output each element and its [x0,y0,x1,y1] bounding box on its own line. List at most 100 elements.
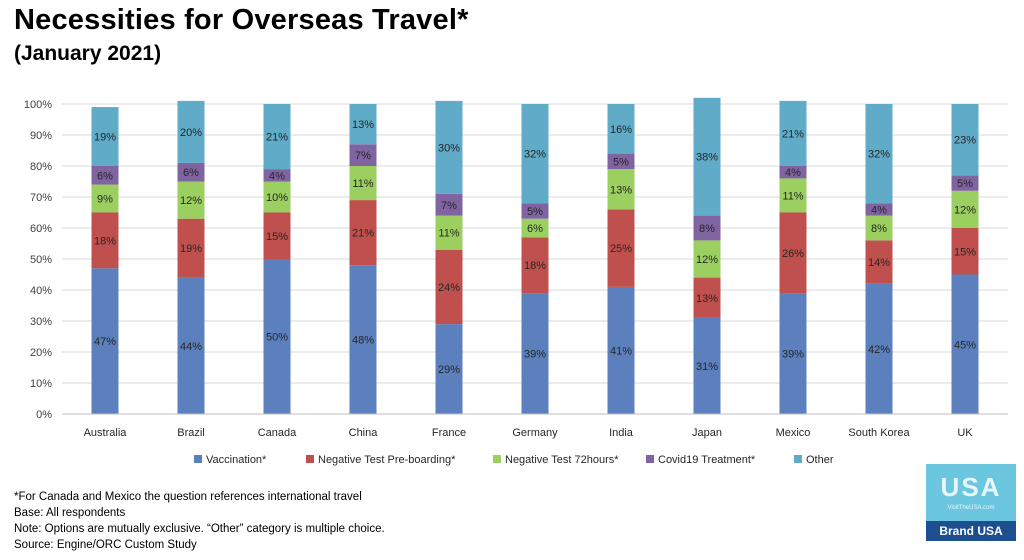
y-tick-label: 10% [30,378,52,390]
y-tick-label: 60% [30,223,52,235]
legend-label: Vaccination* [206,454,267,466]
data-label: 6% [527,223,543,235]
legend-label: Negative Test Pre-boarding* [318,454,456,466]
y-tick-label: 30% [30,316,52,328]
footnote-line: Source: Engine/ORC Custom Study [14,539,197,551]
y-tick-label: 20% [30,347,52,359]
data-label: 11% [438,228,459,240]
data-label: 39% [782,349,804,361]
data-label: 14% [868,257,890,269]
data-label: 24% [438,282,460,294]
y-tick-label: 40% [30,285,52,297]
x-tick-label: Germany [512,427,558,439]
data-label: 21% [352,228,374,240]
data-label: 4% [269,170,285,182]
data-label: 11% [352,178,373,190]
bar-segment [263,259,291,414]
data-label: 13% [610,184,632,196]
bar-segment [435,249,463,325]
bar-segment [951,274,979,414]
x-tick-label: China [349,427,379,439]
bar-segment [349,265,377,414]
y-tick-label: 50% [30,254,52,266]
legend-swatch [306,455,314,463]
data-label: 26% [782,248,804,260]
data-label: 21% [782,128,804,140]
data-label: 38% [696,152,718,164]
data-label: 4% [871,204,887,216]
data-label: 18% [524,260,546,272]
data-label: 11% [782,190,803,202]
data-label: 4% [785,167,801,179]
x-tick-label: Mexico [776,427,811,439]
bar-segment [521,104,549,204]
data-label: 47% [94,336,116,348]
data-label: 5% [957,178,973,190]
bar-segment [263,212,291,259]
bar-segment [865,203,893,216]
bar-segment [177,100,205,163]
bar-segment [607,104,635,154]
data-label: 41% [610,345,632,357]
bar-segment [951,175,979,191]
bar-segment [951,104,979,176]
data-label: 6% [97,170,113,182]
bar-segment [865,215,893,241]
data-label: 12% [954,204,976,216]
data-label: 7% [355,150,371,162]
data-label: 19% [94,132,116,144]
bar-segment [263,104,291,170]
bar-segment [91,212,119,269]
bar-segment [951,190,979,228]
footnote-line: *For Canada and Mexico the question refe… [14,491,362,503]
data-label: 5% [527,206,543,218]
x-tick-label: Australia [84,427,128,439]
data-label: 12% [696,254,718,266]
stacked-bar-chart: 0% 10% 20% 30% 40% 50% 60% 70% 80% 90% 100% 47% 18% 9… [24,97,1008,466]
data-label: 9% [97,194,113,206]
data-label: 10% [266,192,288,204]
x-tick-label: South Korea [848,427,910,439]
logo-mark: USA VisitTheUSA.com [926,464,1016,521]
bar-segment [177,181,205,219]
bar-segment [607,169,635,210]
brand-usa-logo: USA VisitTheUSA.com Brand USA [926,464,1016,541]
bar-segment [865,283,893,414]
x-tick-label: France [432,427,466,439]
legend-label: Negative Test 72hours* [505,454,619,466]
data-label: 25% [610,243,632,255]
bar-segment [693,215,721,241]
bar-segment [263,169,291,182]
bar-segment [865,240,893,284]
bar-segment [607,153,635,170]
bar-segment [177,162,205,182]
x-tick-label: UK [957,427,973,439]
logo-url: VisitTheUSA.com [947,505,995,511]
y-tick-label: 100% [24,99,52,111]
data-label: 15% [954,246,976,258]
chart-subtitle: (January 2021) [14,42,162,65]
x-tick-label: India [609,427,634,439]
bar-segment [521,218,549,238]
bar-segment [435,215,463,250]
bar-segment [349,166,377,201]
data-label: 44% [180,341,202,353]
data-label: 23% [954,135,976,147]
data-label: 7% [441,200,457,212]
bar-segment [779,212,807,294]
bar-segment [951,228,979,275]
bar-segment [607,286,635,414]
data-label: 30% [438,142,460,154]
legend-label: Covid19 Treatment* [658,454,756,466]
bar-segment [779,166,807,179]
data-label: 45% [954,339,976,351]
data-label: 6% [183,167,199,179]
logo-text: USA [940,472,1002,502]
data-label: 50% [266,332,288,344]
bar-segment [521,237,549,294]
x-tick-label: Canada [258,427,297,439]
data-label: 19% [180,243,202,255]
bar-segment [91,184,119,213]
bar-segment [865,104,893,204]
bar-segment [521,293,549,414]
